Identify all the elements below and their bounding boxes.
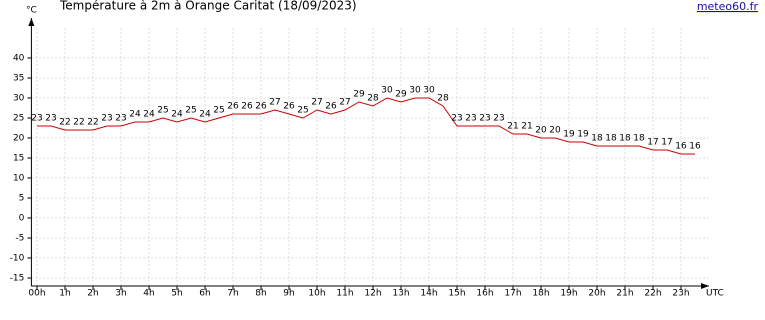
x-tick-label: 10h <box>308 289 325 299</box>
x-axis-label: UTC <box>706 289 724 299</box>
y-tick-label: -15 <box>10 274 25 284</box>
y-tick-label: 35 <box>13 74 24 84</box>
data-label: 25 <box>213 106 224 116</box>
data-label: 17 <box>661 138 672 148</box>
data-label: 23 <box>493 114 504 124</box>
y-tick-label: 25 <box>13 114 24 124</box>
data-label: 27 <box>339 98 350 108</box>
x-axis-arrow <box>701 283 709 289</box>
data-label: 25 <box>185 106 196 116</box>
x-tick-label: 11h <box>336 289 353 299</box>
y-tick-label: -10 <box>10 254 25 264</box>
y-tick-label: 0 <box>19 214 25 224</box>
x-tick-label: 7h <box>227 289 238 299</box>
data-label: 22 <box>59 118 70 128</box>
data-label: 23 <box>115 114 126 124</box>
data-label: 27 <box>269 98 280 108</box>
data-label: 21 <box>521 122 532 132</box>
x-tick-label: 14h <box>420 289 437 299</box>
y-tick-label: 40 <box>13 54 25 64</box>
data-label: 23 <box>479 114 490 124</box>
x-tick-label: 6h <box>199 289 210 299</box>
data-label: 30 <box>381 86 393 96</box>
x-tick-label: 00h <box>28 289 45 299</box>
data-label: 26 <box>255 102 267 112</box>
chart-title: Température à 2m à Orange Caritat (18/09… <box>59 0 357 13</box>
y-tick-label: 15 <box>13 154 24 164</box>
data-label: 30 <box>423 86 435 96</box>
y-tick-label: -5 <box>15 234 24 244</box>
data-label: 18 <box>591 134 603 144</box>
x-tick-label: 16h <box>476 289 493 299</box>
temperature-line <box>37 97 695 155</box>
source-link[interactable]: meteo60.fr <box>697 0 759 13</box>
data-label: 26 <box>227 102 239 112</box>
data-label: 20 <box>535 126 547 136</box>
x-tick-label: 9h <box>283 289 294 299</box>
data-label: 16 <box>689 142 701 152</box>
x-tick-label: 15h <box>448 289 465 299</box>
x-tick-label: 12h <box>364 289 381 299</box>
data-label: 16 <box>675 142 687 152</box>
data-label: 30 <box>409 86 421 96</box>
data-label: 18 <box>633 134 645 144</box>
x-tick-label: 13h <box>392 289 409 299</box>
data-label: 23 <box>465 114 476 124</box>
x-tick-label: 1h <box>59 289 70 299</box>
y-axis-label: °C <box>26 6 37 16</box>
y-axis-arrow <box>28 18 35 26</box>
x-tick-label: 5h <box>171 289 182 299</box>
data-label: 19 <box>563 130 575 140</box>
data-label: 18 <box>619 134 631 144</box>
data-label: 29 <box>395 90 407 100</box>
x-tick-label: 22h <box>644 289 661 299</box>
data-label: 24 <box>129 110 141 120</box>
data-label: 17 <box>647 138 658 148</box>
data-label: 25 <box>157 106 168 116</box>
data-label: 24 <box>199 110 211 120</box>
y-tick-label: 20 <box>13 134 25 144</box>
data-label: 23 <box>31 114 42 124</box>
x-tick-label: 17h <box>504 289 521 299</box>
x-tick-label: 19h <box>560 289 577 299</box>
data-label: 19 <box>577 130 589 140</box>
data-label: 23 <box>101 114 112 124</box>
y-tick-label: 30 <box>13 94 25 104</box>
data-label: 29 <box>353 90 365 100</box>
data-label: 18 <box>605 134 617 144</box>
y-tick-label: 10 <box>13 174 25 184</box>
x-tick-label: 3h <box>115 289 126 299</box>
data-label: 28 <box>367 94 379 104</box>
x-tick-label: 8h <box>255 289 266 299</box>
data-label: 26 <box>325 102 337 112</box>
data-label: 25 <box>297 106 308 116</box>
x-tick-label: 4h <box>143 289 154 299</box>
data-label: 23 <box>45 114 56 124</box>
x-tick-label: 21h <box>616 289 633 299</box>
x-tick-label: 2h <box>87 289 98 299</box>
x-tick-label: 18h <box>532 289 549 299</box>
data-label: 26 <box>241 102 253 112</box>
data-label: 22 <box>87 118 98 128</box>
x-tick-label: 23h <box>672 289 689 299</box>
x-tick-label: 20h <box>588 289 605 299</box>
data-label: 26 <box>283 102 295 112</box>
data-label: 24 <box>171 110 183 120</box>
data-label: 20 <box>549 126 561 136</box>
data-label: 28 <box>437 94 449 104</box>
data-label: 24 <box>143 110 155 120</box>
data-label: 21 <box>507 122 518 132</box>
data-label: 27 <box>311 98 322 108</box>
y-tick-label: 5 <box>19 194 25 204</box>
data-label: 23 <box>451 114 462 124</box>
data-label: 22 <box>73 118 84 128</box>
